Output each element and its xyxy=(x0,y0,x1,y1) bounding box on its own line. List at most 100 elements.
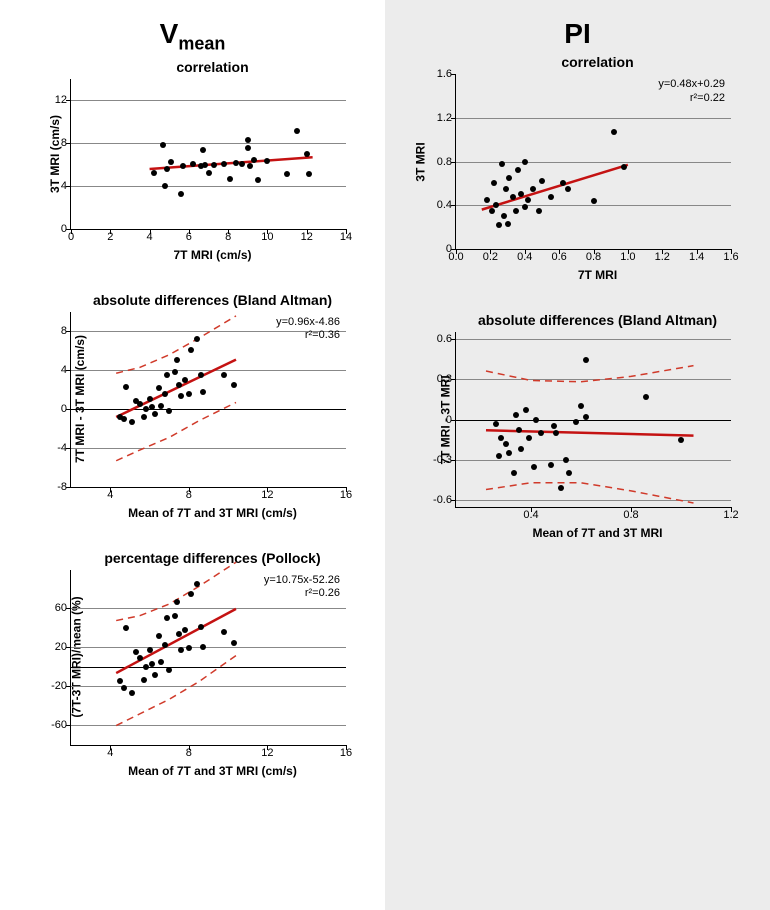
data-point xyxy=(538,430,544,436)
y-tick-label: -20 xyxy=(51,680,67,692)
data-point xyxy=(511,470,517,476)
data-point xyxy=(526,435,532,441)
y-tick-label: 0.4 xyxy=(437,199,452,211)
x-tick-label: 4 xyxy=(147,231,153,243)
data-point xyxy=(178,191,184,197)
data-point xyxy=(566,470,572,476)
data-point xyxy=(548,194,554,200)
data-point xyxy=(525,197,531,203)
x-tick-label: 1.6 xyxy=(723,251,738,263)
data-point xyxy=(156,633,162,639)
data-point xyxy=(158,659,164,665)
data-point xyxy=(565,186,571,192)
y-tick-label: 20 xyxy=(55,641,67,653)
data-point xyxy=(530,186,536,192)
y-tick-label: 0.8 xyxy=(437,156,452,168)
data-point xyxy=(174,599,180,605)
data-point xyxy=(553,430,559,436)
data-point xyxy=(643,394,649,400)
chart-title: absolute differences (Bland Altman) xyxy=(70,292,355,308)
data-point xyxy=(516,427,522,433)
y-axis-label: 3T MRI xyxy=(414,142,428,181)
data-point xyxy=(523,407,529,413)
y-tick-label: -4 xyxy=(57,442,67,454)
data-point xyxy=(176,382,182,388)
data-point xyxy=(505,221,511,227)
data-point xyxy=(221,161,227,167)
data-point xyxy=(152,411,158,417)
data-point xyxy=(518,446,524,452)
data-point xyxy=(156,385,162,391)
y-tick-label: 0 xyxy=(61,403,67,415)
column-title-pi: PI xyxy=(385,18,770,50)
data-point xyxy=(573,419,579,425)
data-point xyxy=(513,208,519,214)
chart-title: percentage differences (Pollock) xyxy=(70,550,355,566)
data-point xyxy=(166,408,172,414)
chart-vmean_corr: correlation3T MRI (cm/s)0481202468101214… xyxy=(70,59,355,262)
data-point xyxy=(168,159,174,165)
plot-area: 3T MRI00.40.81.21.60.00.20.40.60.81.01.2… xyxy=(455,74,731,250)
data-point xyxy=(164,166,170,172)
data-point xyxy=(493,202,499,208)
data-point xyxy=(198,624,204,630)
data-point xyxy=(678,437,684,443)
plot-area: 7T MRI - 3T MRI (cm/s)-8-4048481216y=0.9… xyxy=(70,312,346,488)
fit-annotation: y=0.48x+0.29r²=0.22 xyxy=(658,78,725,106)
data-point xyxy=(578,403,584,409)
data-point xyxy=(563,457,569,463)
x-tick-label: 1.0 xyxy=(620,251,635,263)
x-axis-label: Mean of 7T and 3T MRI (cm/s) xyxy=(70,506,355,520)
data-point xyxy=(558,485,564,491)
chart-pi_corr: correlation3T MRI00.40.81.21.60.00.20.40… xyxy=(455,54,740,282)
y-tick-label: 1.6 xyxy=(437,68,452,80)
data-point xyxy=(137,655,143,661)
data-point xyxy=(206,170,212,176)
data-point xyxy=(255,177,261,183)
y-axis-label: 7T MRI - 3T MRI (cm/s) xyxy=(73,335,87,463)
y-axis-label: (7T-3T MRI)/mean (%) xyxy=(70,596,84,717)
data-point xyxy=(539,178,545,184)
data-point xyxy=(178,393,184,399)
data-point xyxy=(200,644,206,650)
data-point xyxy=(147,647,153,653)
data-point xyxy=(496,453,502,459)
data-point xyxy=(484,197,490,203)
data-point xyxy=(611,129,617,135)
x-tick-label: 10 xyxy=(261,231,273,243)
data-point xyxy=(496,222,502,228)
y-tick-label: 0.3 xyxy=(437,373,452,385)
data-point xyxy=(551,423,557,429)
data-point xyxy=(160,142,166,148)
data-point xyxy=(149,661,155,667)
data-point xyxy=(536,208,542,214)
y-tick-label: 0.6 xyxy=(437,333,452,345)
data-point xyxy=(231,640,237,646)
data-point xyxy=(522,159,528,165)
fit-annotation: y=10.75x-52.26r²=0.26 xyxy=(264,574,340,602)
y-tick-label: 12 xyxy=(55,94,67,106)
x-tick-label: 0.6 xyxy=(551,251,566,263)
data-point xyxy=(141,677,147,683)
data-point xyxy=(162,183,168,189)
data-point xyxy=(306,171,312,177)
data-point xyxy=(123,625,129,631)
chart-title: correlation xyxy=(70,59,355,75)
data-point xyxy=(501,213,507,219)
data-point xyxy=(245,145,251,151)
y-tick-label: -60 xyxy=(51,719,67,731)
data-point xyxy=(172,613,178,619)
x-tick-label: 0.0 xyxy=(448,251,463,263)
data-point xyxy=(129,690,135,696)
data-point xyxy=(152,672,158,678)
plot-area: 7T MRI - 3T MRI-0.6-0.300.30.60.40.81.2 xyxy=(455,332,731,508)
data-point xyxy=(182,377,188,383)
x-tick-label: 6 xyxy=(186,231,192,243)
data-point xyxy=(198,372,204,378)
x-axis-label: Mean of 7T and 3T MRI xyxy=(455,526,740,540)
data-point xyxy=(515,167,521,173)
y-tick-label: 0 xyxy=(446,414,452,426)
fit-annotation: y=0.96x-4.86r²=0.36 xyxy=(276,316,340,344)
data-point xyxy=(510,194,516,200)
data-point xyxy=(533,417,539,423)
